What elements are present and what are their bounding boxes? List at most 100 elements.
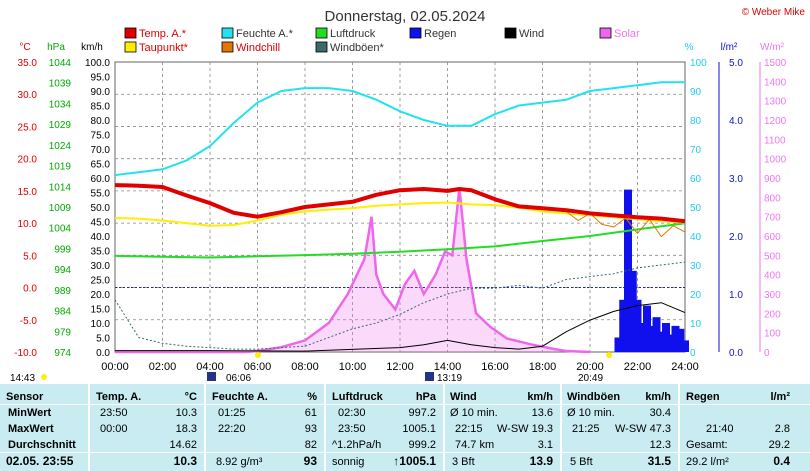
- stats-column-separator: [560, 384, 562, 471]
- temp-avg: 14.62: [169, 439, 197, 451]
- sunrise-time: 06:06: [226, 373, 251, 384]
- sun-times: 14:43 06:06 13:19 20:49: [10, 352, 612, 384]
- temp-header: Temp. A.: [96, 391, 142, 403]
- tick-label-time: 12:00: [386, 361, 414, 373]
- wind-unit: km/h: [527, 391, 553, 403]
- humidity-current: 93: [303, 454, 317, 468]
- temp-max-time: 00:00: [100, 423, 128, 435]
- tick-label-time: 06:00: [244, 361, 272, 373]
- tick-label-kmh: 95.0: [91, 73, 111, 84]
- pressure-max: 1005.1: [402, 423, 436, 435]
- tick-label-hpa: 1044: [49, 58, 72, 69]
- tick-label-rain: 4.0: [729, 116, 743, 127]
- tick-label-kmh: 85.0: [91, 102, 111, 113]
- tick-label-hpa: 1034: [49, 99, 72, 110]
- axis-unit-hpa: hPa: [47, 42, 65, 53]
- rain-total-label: Gesamt:: [686, 439, 728, 451]
- pressure-max-time: 23:50: [338, 423, 366, 435]
- sunrise-icon: [207, 372, 216, 381]
- solar-line: [115, 187, 591, 354]
- tick-label-hpa: 999: [54, 244, 71, 255]
- tick-label-kmh: 50.0: [91, 203, 111, 214]
- tick-label-kmh: 55.0: [91, 189, 111, 200]
- tick-label-hpa: 1009: [49, 203, 72, 214]
- tick-label-celsius: 30.0: [18, 90, 38, 101]
- temp-min-time: 23:50: [100, 407, 128, 419]
- tick-label-time: 16:00: [481, 361, 509, 373]
- legend-entry: Luftdruck: [315, 27, 376, 40]
- rain-header: Regen: [686, 391, 720, 403]
- tick-label-kmh: 80.0: [91, 116, 111, 127]
- legend-label: Temp. A.*: [139, 28, 187, 40]
- tick-label-percent: 90: [690, 87, 702, 98]
- rain-bar: [614, 337, 623, 352]
- series-line-windben: [114, 261, 686, 350]
- rain-bar: [643, 305, 651, 352]
- legend-swatch: [124, 41, 137, 53]
- pressure-unit: hPa: [415, 391, 436, 403]
- legend-entry: Feuchte A.*: [221, 27, 294, 40]
- wind-header: Wind: [450, 391, 477, 403]
- tick-label-rain: 3.0: [729, 174, 743, 185]
- tick-label-celsius: 0.0: [23, 284, 37, 295]
- temp-current: 10.3: [173, 454, 197, 468]
- tick-label-rain: 0.0: [729, 348, 743, 359]
- rain-bar: [652, 317, 661, 352]
- tick-label-percent: 30: [690, 261, 702, 272]
- tick-label-solar: 1100: [764, 135, 786, 146]
- legend-entry: Solar: [599, 27, 640, 40]
- axis-unit-rain: l/m²: [721, 42, 738, 53]
- tick-label-time: 10:00: [339, 361, 367, 373]
- legend-swatch: [409, 27, 422, 39]
- legend-swatch: [315, 41, 328, 53]
- tick-label-rain: 2.0: [729, 232, 743, 243]
- stats-column-separator: [324, 384, 326, 471]
- wind-distance: 74.7 km: [455, 439, 495, 451]
- humidity-absolute: 8.92 g/m³: [216, 456, 263, 468]
- legend-entry: Taupunkt*: [124, 41, 189, 54]
- tick-label-hpa: 979: [54, 327, 71, 338]
- stats-column-separator: [88, 384, 90, 471]
- tick-label-kmh: 15.0: [91, 305, 111, 316]
- tick-label-kmh: 0.0: [96, 348, 110, 359]
- tick-label-hpa: 984: [54, 307, 71, 318]
- wind-avg-10min: 13.6: [531, 407, 553, 419]
- tick-label-time: 24:00: [671, 361, 699, 373]
- solar-series: [115, 187, 591, 354]
- tick-label-time: 08:00: [291, 361, 319, 373]
- rain-bar: [619, 299, 628, 352]
- tick-label-hpa: 1029: [49, 120, 72, 131]
- legend-swatch: [221, 27, 234, 39]
- tick-label-kmh: 65.0: [91, 160, 111, 171]
- legend-label: Feuchte A.*: [236, 28, 294, 40]
- rain-max-time: 21:40: [706, 423, 734, 435]
- tick-label-kmh: 30.0: [91, 261, 111, 272]
- tick-label-percent: 80: [690, 116, 702, 127]
- pressure-min-time: 02:30: [338, 407, 366, 419]
- tick-label-time: 14:00: [434, 361, 462, 373]
- legend-label: Regen: [424, 28, 456, 40]
- axis-unit-percent: %: [685, 42, 694, 53]
- tick-label-percent: 20: [690, 290, 702, 301]
- gust-unit: km/h: [645, 391, 671, 403]
- tick-label-hpa: 1019: [49, 162, 72, 173]
- humidity-min-time: 01:25: [218, 407, 246, 419]
- tick-label-kmh: 70.0: [91, 145, 111, 156]
- rain-max: 2.8: [774, 423, 790, 435]
- tick-label-kmh: 25.0: [91, 276, 111, 287]
- rain-bar: [624, 189, 632, 352]
- wind-max-direction: W-SW 19.3: [496, 423, 553, 435]
- rain-bar: [628, 270, 637, 352]
- humidity-unit: %: [307, 391, 317, 403]
- tick-label-hpa: 1004: [49, 224, 72, 235]
- rain-bar: [662, 323, 670, 352]
- credit-label: © Weber Mike: [742, 7, 806, 18]
- tick-label-time: 20:00: [576, 361, 604, 373]
- tick-label-kmh: 5.0: [96, 334, 110, 345]
- rain-bar: [681, 340, 689, 352]
- stats-panel: [0, 384, 810, 471]
- tick-label-solar: 900: [764, 174, 781, 185]
- rain-bar: [633, 299, 642, 352]
- tick-label-celsius: 35.0: [18, 58, 38, 69]
- tick-label-kmh: 20.0: [91, 290, 111, 301]
